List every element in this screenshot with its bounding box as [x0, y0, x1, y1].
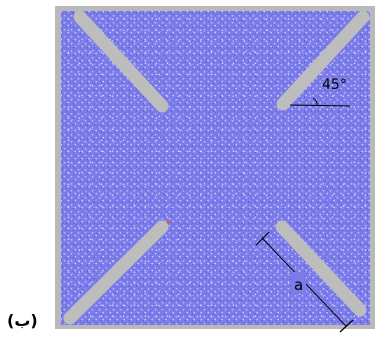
- dimension-tick-end: [339, 319, 354, 333]
- crack-top-left: [73, 10, 169, 113]
- crack-bottom-right: [275, 220, 367, 317]
- dimension-label-bg: [291, 272, 306, 294]
- crack-bottom-left: [63, 220, 169, 325]
- crack-top-right: [276, 10, 370, 111]
- angle-label: 45°: [322, 77, 347, 93]
- tip-marker: [166, 220, 170, 224]
- panel-label: (ب): [7, 311, 38, 330]
- dimension-tick-start: [255, 231, 270, 246]
- angle-reference-line: [289, 104, 351, 107]
- frame-left: [55, 6, 61, 329]
- frame-top: [55, 6, 375, 11]
- frame-bottom: [55, 325, 375, 329]
- length-label: a: [294, 276, 303, 294]
- angle-arc: [312, 97, 318, 107]
- frame-right: [370, 6, 375, 329]
